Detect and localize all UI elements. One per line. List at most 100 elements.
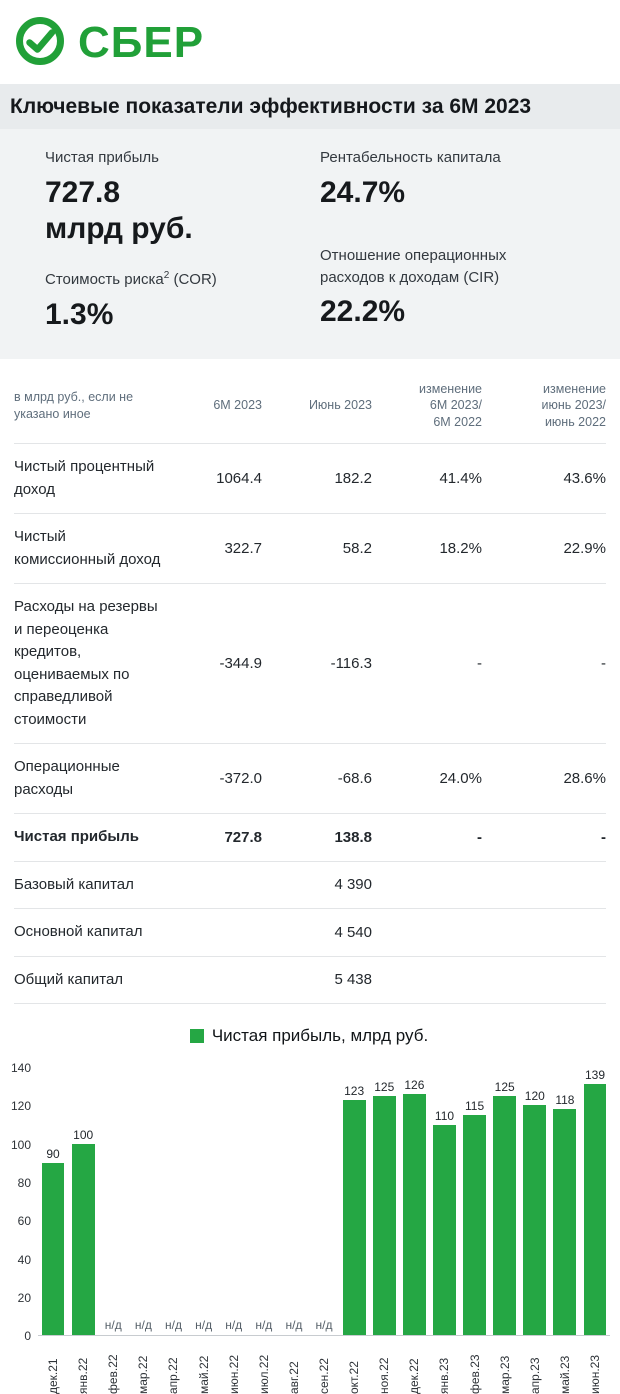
x-axis-label: июн.23: [588, 1355, 603, 1394]
row-value: 5 438: [334, 971, 372, 989]
row-value: 22.9%: [563, 540, 606, 558]
x-axis-label: апр.22: [166, 1357, 181, 1394]
row-value: 4 390: [334, 876, 372, 894]
bar-zone: 125: [369, 1068, 400, 1337]
bar-zone: 139: [579, 1068, 611, 1337]
y-axis-tick: 140: [10, 1061, 31, 1076]
kpi-net-profit-label: Чистая прибыль: [45, 149, 159, 166]
kpi-panel: Чистая прибыль 727.8 млрд руб. Стоимость…: [0, 129, 620, 359]
x-axis-label: янв.22: [76, 1357, 91, 1394]
bar-zone: 125: [489, 1068, 520, 1337]
bar-zone: 115: [459, 1068, 490, 1337]
brand-wordmark: СБЕР: [78, 18, 205, 67]
net-profit-chart: Чистая прибыль, млрд руб. 0 20 40 60 80 100 12…: [0, 1004, 620, 1394]
kpi-cir-value: 22.2%: [320, 295, 406, 329]
bar-value-label: 120: [524, 1089, 545, 1104]
x-axis-label: май.23: [557, 1355, 572, 1394]
x-axis-label: апр.23: [527, 1357, 542, 1394]
x-axis-label: май.22: [196, 1355, 211, 1394]
row-value: 43.6%: [563, 470, 606, 488]
table-header-6m2023: 6М 2023: [213, 398, 262, 413]
row-label: Основной капитал: [14, 923, 143, 941]
x-axis-label: сен.22: [317, 1358, 332, 1394]
x-axis-label: июн.22: [226, 1355, 241, 1394]
bar-zone: н/д: [248, 1068, 279, 1337]
row-value: 1064.4: [216, 470, 262, 488]
bar: [71, 1143, 95, 1336]
row-value: -372.0: [219, 770, 262, 788]
chart-y-axis: 0 20 40 60 80 100 120 140: [8, 1061, 38, 1343]
page-title: Ключевые показатели эффективности за 6М …: [0, 84, 620, 129]
y-axis-tick: 80: [17, 1175, 31, 1190]
bar-value-label: 139: [585, 1068, 606, 1083]
chart-column: 120 апр.23: [519, 1068, 550, 1394]
bar-zone: 126: [399, 1068, 430, 1337]
table-header-row: в млрд руб., если не указано иное 6М 202…: [14, 373, 606, 445]
table-header-june2023: Июнь 2023: [308, 398, 372, 413]
bar: [583, 1084, 607, 1336]
row-value: -: [477, 828, 482, 846]
bar-value-label: 125: [374, 1079, 395, 1094]
chart-column: 118 май.23: [549, 1068, 580, 1394]
x-axis-label: янв.23: [437, 1357, 452, 1394]
kpi-cor-value: 1.3%: [45, 297, 114, 331]
bar-value-label: 126: [404, 1077, 425, 1092]
table-row: Чистая прибыль 727.8 138.8 - -: [14, 814, 606, 862]
chart-plot: 0 20 40 60 80 100 120 140 90 дек.21 100 янв.22 н/д ф…: [8, 1061, 611, 1394]
bar: [463, 1114, 487, 1336]
row-value: 322.7: [224, 540, 262, 558]
chart-column: 123 окт.22: [339, 1068, 370, 1394]
y-axis-tick: 60: [17, 1214, 31, 1229]
x-axis-label: июл.22: [256, 1355, 271, 1394]
row-value: 28.6%: [563, 770, 606, 788]
row-value: 58.2: [342, 540, 372, 558]
table-body: Чистый процентный доход 1064.4 182.2 41.4% 4…: [14, 444, 606, 1005]
bar: [372, 1095, 396, 1336]
x-axis-label: авг.22: [286, 1361, 301, 1394]
chart-bars: 90 дек.21 100 янв.22 н/д фев.22 н/д мар.22 н/д ап…: [38, 1068, 611, 1394]
x-axis-label: дек.22: [407, 1358, 422, 1394]
kpi-cor-label: Стоимость риска2 (COR): [45, 269, 217, 288]
bar: [523, 1105, 547, 1336]
chart-column: 110 янв.23: [429, 1068, 460, 1394]
y-axis-tick: 40: [17, 1252, 31, 1267]
row-value: -: [477, 655, 482, 673]
y-axis-tick: 100: [10, 1137, 31, 1152]
table-header-change-june: изменение июнь 2023/ июнь 2022: [541, 381, 606, 430]
table-row: Операционные расходы -372.0 -68.6 24.0% 28.6…: [14, 744, 606, 815]
y-axis-tick: 20: [17, 1290, 31, 1305]
chart-column: 125 ноя.22: [369, 1068, 400, 1394]
bar-zone: 90: [38, 1068, 69, 1337]
chart-legend-label: Чистая прибыль, млрд руб.: [211, 1026, 429, 1046]
chart-column: н/д авг.22: [278, 1068, 309, 1394]
kpi-net-profit: Чистая прибыль 727.8 млрд руб.: [45, 147, 320, 247]
row-label: Общий капитал: [14, 970, 124, 988]
brand-header: СБЕР: [0, 0, 620, 84]
x-axis-label: мар.23: [497, 1355, 512, 1394]
bar: [493, 1095, 517, 1336]
bar-zone: н/д: [98, 1068, 129, 1337]
no-data-label: н/д: [165, 1318, 182, 1333]
bar-zone: 120: [519, 1068, 550, 1337]
row-label: Базовый капитал: [14, 875, 134, 893]
kpi-roe-label: Рентабельность капитала: [320, 149, 501, 166]
row-value: -344.9: [219, 655, 262, 673]
bar-zone: н/д: [128, 1068, 159, 1337]
table-row: Чистый комиссионный доход 322.7 58.2 18.2% 2…: [14, 514, 606, 585]
bar-value-label: 90: [46, 1146, 60, 1161]
chart-column: 125 мар.23: [489, 1068, 520, 1394]
x-axis-label: мар.22: [136, 1355, 151, 1394]
chart-column: 100 янв.22: [68, 1068, 99, 1394]
table-header-change-6m: изменение 6М 2023/ 6М 2022: [419, 381, 482, 430]
chart-column: н/д мар.22: [128, 1068, 159, 1394]
row-value: -: [601, 828, 606, 846]
bar-zone: 110: [429, 1068, 460, 1337]
bar-zone: н/д: [158, 1068, 189, 1337]
x-axis-label: окт.22: [347, 1361, 362, 1394]
kpi-roe: Рентабельность капитала 24.7%: [320, 147, 606, 211]
row-label: Расходы на резервы и переоценка кредитов…: [14, 598, 158, 728]
sber-logo-icon: [14, 15, 66, 72]
legend-swatch-icon: [189, 1029, 204, 1044]
no-data-label: н/д: [315, 1318, 333, 1333]
row-label: Операционные расходы: [14, 758, 120, 798]
